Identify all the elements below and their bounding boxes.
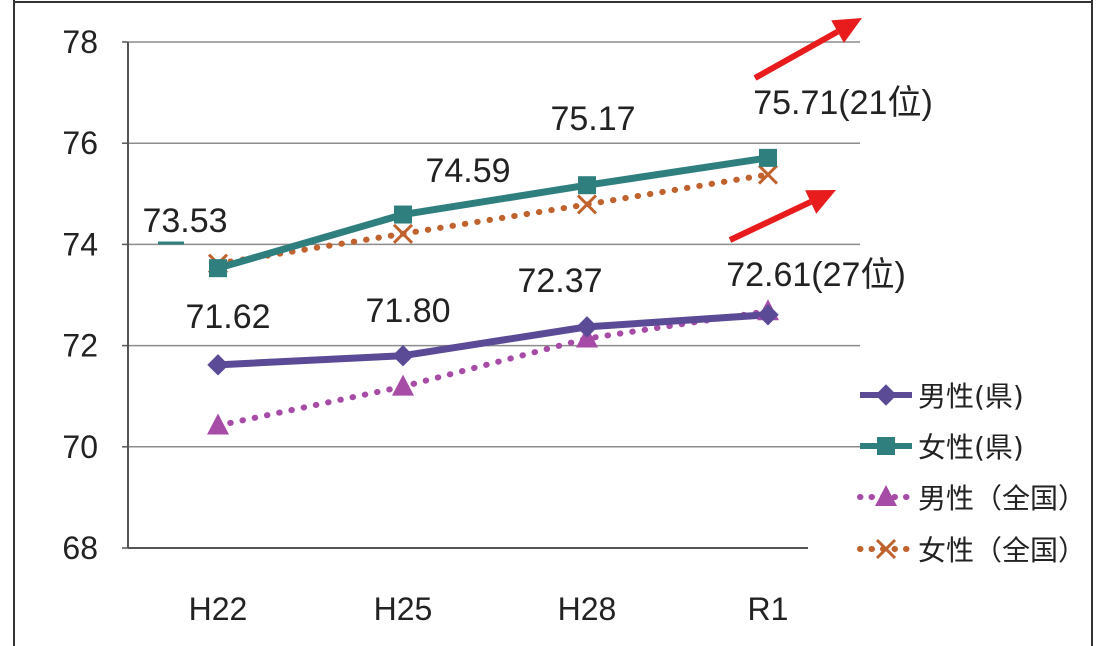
marker-1-3 — [759, 148, 777, 167]
series-line-3 — [215, 171, 771, 267]
y-tick-label: 68 — [62, 530, 98, 566]
marker-1-0 — [209, 259, 227, 278]
series-line-1 — [214, 154, 772, 272]
y-tick-label: 78 — [62, 24, 98, 60]
x-tick-label: H28 — [558, 591, 617, 627]
y-tick-label: 76 — [62, 125, 98, 161]
legend-marker-2 — [875, 485, 897, 506]
marker-3-3 — [757, 164, 779, 185]
data-label: 74.59 — [425, 152, 510, 190]
marker-2-1 — [392, 374, 414, 396]
red-arrow-head — [805, 190, 836, 214]
series-line-0 — [214, 311, 772, 369]
legend-label: 女性（全国） — [918, 534, 1086, 567]
series-line-2 — [215, 308, 771, 429]
x-tick-label: H25 — [374, 591, 433, 627]
red-arrow-shaft — [728, 199, 812, 243]
data-label: 75.71(21位) — [753, 84, 933, 122]
data-label: 75.17 — [550, 100, 635, 138]
legend-marker-3 — [875, 538, 897, 560]
data-label: 71.62 — [185, 298, 270, 336]
data-label: 71.80 — [365, 292, 450, 330]
marker-1-1 — [394, 205, 412, 224]
marker-1-2 — [578, 176, 596, 195]
red-arrow-shaft — [753, 29, 840, 81]
legend-label: 女性(県) — [918, 431, 1024, 464]
legend-marker-1 — [877, 437, 895, 455]
marker-0-3 — [757, 304, 779, 326]
marker-0-0 — [207, 354, 229, 376]
marker-3-1 — [392, 223, 414, 244]
data-label: 72.61(27位) — [726, 256, 906, 294]
y-tick-label: 74 — [62, 226, 98, 262]
y-tick-label: 72 — [62, 328, 98, 364]
legend-label: 男性（全国） — [918, 482, 1086, 515]
marker-0-1 — [392, 345, 414, 367]
data-label: 72.37 — [517, 262, 602, 300]
legend-label: 男性(県) — [918, 380, 1024, 413]
marker-3-2 — [576, 194, 598, 215]
x-tick-label: R1 — [748, 591, 789, 627]
x-tick-label: H22 — [189, 591, 248, 627]
marker-2-0 — [207, 413, 229, 435]
marker-0-2 — [576, 316, 598, 338]
red-arrow-head — [831, 18, 862, 44]
legend-marker-0 — [875, 384, 897, 406]
y-tick-label: 70 — [62, 429, 98, 465]
data-label: 73.53 — [142, 202, 227, 240]
